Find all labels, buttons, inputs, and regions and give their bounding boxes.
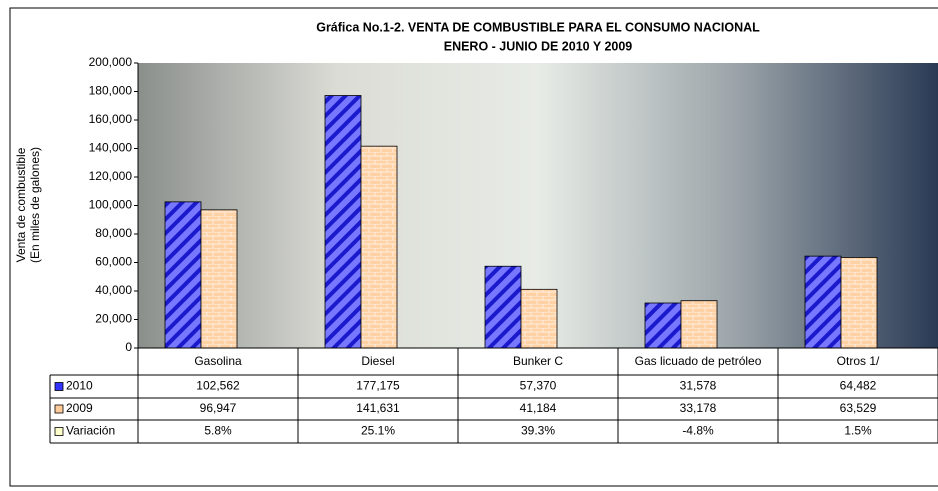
bar — [324, 95, 362, 349]
y-tick-label: 60,000 — [95, 255, 132, 269]
bar — [520, 288, 558, 349]
chart-title: Gráfica No.1-2. VENTA DE COMBUSTIBLE PAR… — [316, 20, 760, 34]
x-tick-label: Otros 1/ — [837, 354, 880, 368]
legend-key — [54, 404, 64, 414]
x-tick-label: Diesel — [361, 354, 394, 368]
y-tick-label: 200,000 — [89, 55, 133, 69]
y-tick-label: 40,000 — [95, 283, 132, 297]
table-value: 31,578 — [680, 379, 717, 393]
legend-label: 2010 — [66, 379, 93, 393]
table-value: 102,562 — [196, 379, 240, 393]
legend-key — [54, 427, 64, 436]
y-tick-label: 160,000 — [89, 112, 133, 126]
table-value: 141,631 — [356, 401, 400, 415]
bar — [804, 255, 842, 349]
x-tick-label: Gasolina — [194, 354, 242, 368]
legend-label: Variación — [66, 424, 115, 438]
bar — [360, 145, 398, 349]
bar — [484, 265, 522, 349]
x-tick-label: Bunker C — [513, 354, 563, 368]
table-value: 96,947 — [200, 401, 237, 415]
table-value: 1.5% — [844, 424, 872, 438]
y-tick-label: 80,000 — [95, 226, 132, 240]
table-value: 57,370 — [520, 379, 557, 393]
table-value: 39.3% — [521, 424, 555, 438]
y-tick-label: 0 — [125, 340, 132, 354]
bar — [840, 257, 878, 349]
y-tick-label: 20,000 — [95, 312, 132, 326]
table-value: 33,178 — [680, 401, 717, 415]
legend-label: 2009 — [66, 401, 93, 415]
table-value: 25.1% — [361, 424, 395, 438]
y-axis-label: (En miles de galones) — [28, 147, 42, 263]
y-tick-label: 140,000 — [89, 141, 133, 155]
table-value: 63,529 — [840, 401, 877, 415]
bar — [644, 302, 682, 349]
chart-subtitle: ENERO - JUNIO DE 2010 Y 2009 — [444, 39, 633, 53]
y-tick-label: 100,000 — [89, 198, 133, 212]
table-value: 5.8% — [204, 424, 232, 438]
table-value: 177,175 — [356, 379, 400, 393]
table-value: 64,482 — [840, 379, 877, 393]
y-axis-title: Venta de combustible (En miles de galone… — [14, 147, 42, 263]
table-value: -4.8% — [682, 424, 714, 438]
table-value: 41,184 — [520, 401, 557, 415]
legend-key — [54, 382, 64, 391]
bar — [200, 209, 238, 349]
frame — [9, 7, 938, 487]
bar — [164, 201, 202, 349]
y-tick-label: 180,000 — [89, 84, 133, 98]
y-tick-label: 120,000 — [89, 169, 133, 183]
y-axis-label: Venta de combustible — [14, 147, 28, 262]
x-tick-label: Gas licuado de petróleo — [635, 354, 762, 368]
bar — [680, 300, 718, 349]
